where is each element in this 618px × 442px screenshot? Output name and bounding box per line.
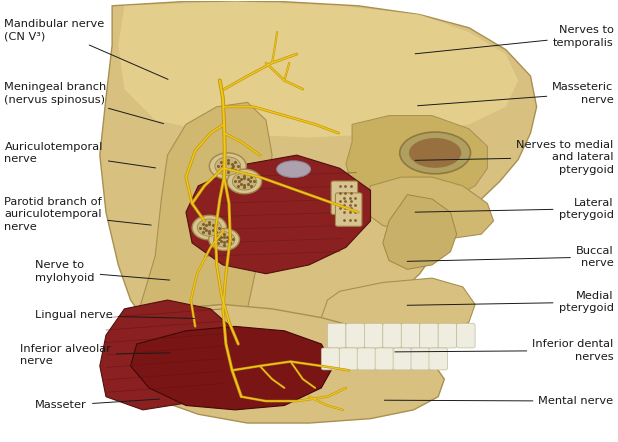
Text: Mental nerve: Mental nerve — [384, 396, 614, 406]
FancyBboxPatch shape — [420, 324, 438, 348]
FancyBboxPatch shape — [331, 181, 358, 214]
Circle shape — [209, 229, 240, 251]
Polygon shape — [130, 326, 334, 410]
Polygon shape — [100, 1, 536, 353]
Circle shape — [197, 219, 221, 236]
Text: Masseteric
nerve: Masseteric nerve — [418, 82, 614, 106]
Text: Meningeal branch
(nervus spinosus): Meningeal branch (nervus spinosus) — [4, 82, 164, 124]
Text: Parotid branch of
auriculotemporal
nerve: Parotid branch of auriculotemporal nerve — [4, 197, 151, 232]
Ellipse shape — [409, 138, 461, 168]
FancyBboxPatch shape — [438, 324, 457, 348]
Text: Masseter: Masseter — [35, 399, 160, 411]
FancyBboxPatch shape — [336, 193, 362, 226]
Polygon shape — [118, 1, 518, 137]
Polygon shape — [124, 305, 444, 423]
Text: Lingual nerve: Lingual nerve — [35, 310, 194, 320]
Polygon shape — [321, 278, 475, 344]
Polygon shape — [186, 155, 371, 274]
FancyBboxPatch shape — [365, 324, 383, 348]
Polygon shape — [383, 194, 457, 269]
FancyBboxPatch shape — [339, 348, 358, 370]
Circle shape — [215, 157, 240, 175]
FancyBboxPatch shape — [346, 324, 365, 348]
FancyBboxPatch shape — [457, 324, 475, 348]
FancyBboxPatch shape — [383, 324, 401, 348]
Text: Nerve to
mylohyoid: Nerve to mylohyoid — [35, 260, 170, 283]
Ellipse shape — [400, 132, 470, 174]
Text: Buccal
nerve: Buccal nerve — [407, 246, 614, 268]
FancyBboxPatch shape — [429, 348, 447, 370]
Polygon shape — [346, 116, 488, 203]
FancyBboxPatch shape — [411, 348, 430, 370]
FancyBboxPatch shape — [393, 348, 412, 370]
Text: Mandibular nerve
(CN V³): Mandibular nerve (CN V³) — [4, 19, 168, 80]
Text: Nerves to medial
and lateral
pterygoid: Nerves to medial and lateral pterygoid — [415, 140, 614, 175]
FancyBboxPatch shape — [357, 348, 376, 370]
Text: Inferior alveolar
nerve: Inferior alveolar nerve — [20, 344, 170, 366]
FancyBboxPatch shape — [375, 348, 394, 370]
FancyBboxPatch shape — [401, 324, 420, 348]
Circle shape — [213, 232, 235, 247]
FancyBboxPatch shape — [321, 348, 340, 370]
Polygon shape — [137, 103, 272, 318]
Polygon shape — [365, 177, 494, 239]
Text: Nerves to
temporalis: Nerves to temporalis — [415, 25, 614, 54]
Text: Inferior dental
nerves: Inferior dental nerves — [395, 339, 614, 362]
Ellipse shape — [277, 161, 310, 178]
FancyBboxPatch shape — [328, 324, 346, 348]
Text: Medial
pterygoid: Medial pterygoid — [407, 291, 614, 313]
Circle shape — [227, 169, 261, 194]
Text: Auriculotemporal
nerve: Auriculotemporal nerve — [4, 142, 156, 168]
Circle shape — [192, 215, 227, 240]
Text: Lateral
pterygoid: Lateral pterygoid — [415, 198, 614, 220]
Polygon shape — [100, 300, 235, 410]
Circle shape — [210, 153, 246, 179]
Circle shape — [232, 173, 256, 190]
